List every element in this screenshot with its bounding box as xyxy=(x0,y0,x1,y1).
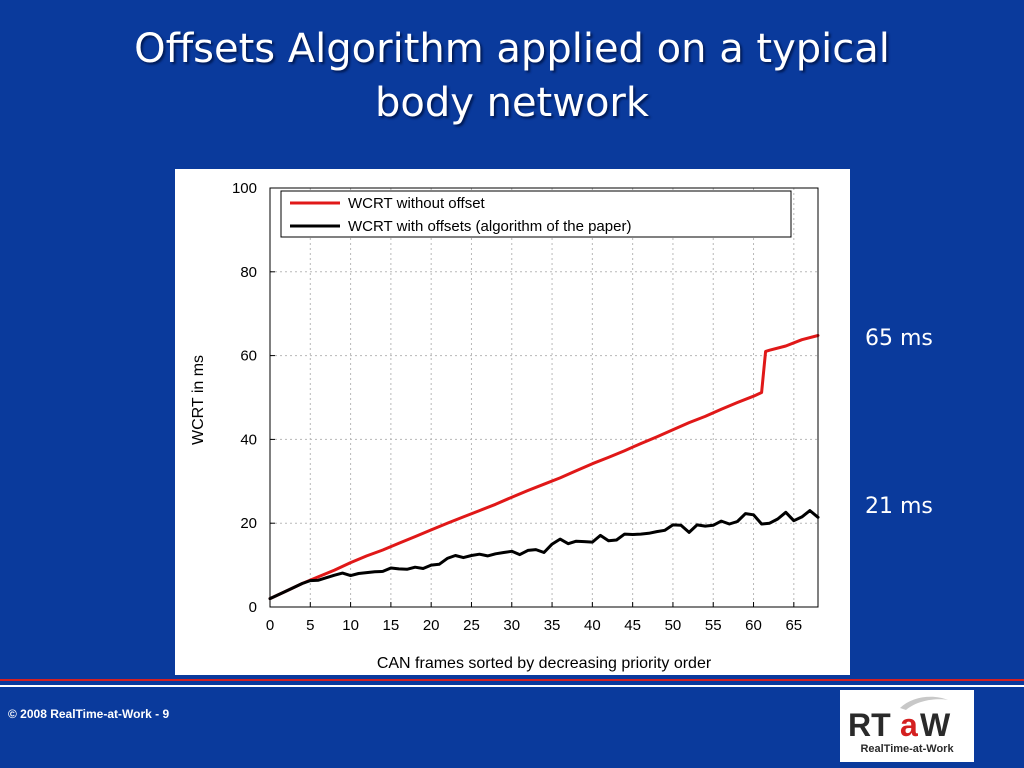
x-tick-label: 35 xyxy=(544,617,561,634)
wcrt-line-chart: 0 5 10 15 20 25 30 35 40 45 50 55 60 65 0 20 40 60 80 100 W… xyxy=(190,180,820,672)
slide-title-line-1: Offsets Algorithm applied on a typical xyxy=(134,26,890,72)
legend-label-with-offsets: WCRT with offsets (algorithm of the pape… xyxy=(348,218,631,235)
annotation-65ms: 65 ms xyxy=(865,326,933,351)
x-tick-label: 55 xyxy=(705,617,722,634)
x-tick-label: 50 xyxy=(665,617,682,634)
x-tick-label: 45 xyxy=(624,617,641,634)
plot-frame xyxy=(269,187,819,608)
x-tick-label: 0 xyxy=(266,617,274,634)
x-tick-label: 40 xyxy=(584,617,601,634)
y-tick-label: 0 xyxy=(249,599,257,616)
chart-legend: WCRT without offset WCRT with offsets (a… xyxy=(280,190,792,238)
chart-series-layer xyxy=(268,334,820,601)
x-axis-label: CAN frames sorted by decreasing priority… xyxy=(377,655,712,672)
y-tick-label: 80 xyxy=(240,264,257,281)
chart-panel: 0 5 10 15 20 25 30 35 40 45 50 55 60 65 0 20 40 60 80 100 W… xyxy=(175,169,850,675)
logo-mark-w: W xyxy=(920,707,951,743)
x-tick-label: 60 xyxy=(745,617,762,634)
x-tick-label: 20 xyxy=(423,617,440,634)
logo-mark-rt: RT xyxy=(848,707,891,743)
y-axis-label: WCRT in ms xyxy=(190,355,207,445)
y-tick-label: 40 xyxy=(240,431,257,448)
y-tick-label: 100 xyxy=(232,180,257,197)
logo-swoosh xyxy=(900,696,948,710)
x-tick-label: 65 xyxy=(785,617,802,634)
annotation-21ms: 21 ms xyxy=(865,494,933,519)
x-tick-label: 30 xyxy=(503,617,520,634)
series-line-with-offsets xyxy=(268,509,820,601)
slide-title: Offsets Algorithm applied on a typical b… xyxy=(0,22,1024,130)
footer-rule-white xyxy=(0,685,1024,687)
logo-mark-a: a xyxy=(900,707,918,743)
footer-rule-red xyxy=(0,679,1024,681)
y-tick-label: 20 xyxy=(240,515,257,532)
series-line-without-offset xyxy=(268,334,820,601)
slide-title-line-2: body network xyxy=(374,80,650,126)
x-tick-label: 25 xyxy=(463,617,480,634)
x-tick-label: 5 xyxy=(306,617,314,634)
chart-ticks: 0 5 10 15 20 25 30 35 40 45 50 55 60 65 0 20 40 60 80 100 xyxy=(232,180,802,634)
chart-grid xyxy=(269,187,818,608)
legend-box xyxy=(280,190,792,238)
footer-copyright: © 2008 RealTime-at-Work - 9 xyxy=(8,707,170,721)
x-tick-label: 10 xyxy=(342,617,359,634)
x-tick-label: 15 xyxy=(383,617,400,634)
y-tick-label: 60 xyxy=(240,348,257,365)
logo-caption: RealTime-at-Work xyxy=(860,743,954,755)
rtaw-logo: RT a W RealTime-at-Work xyxy=(840,690,974,762)
legend-label-without-offset: WCRT without offset xyxy=(348,195,486,212)
